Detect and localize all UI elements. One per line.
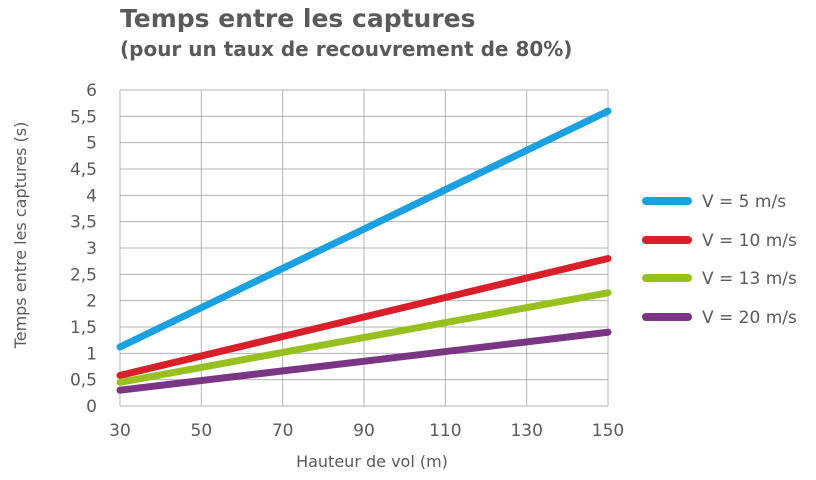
x-tick-label: 70 — [272, 421, 294, 441]
legend-label: V = 5 m/s — [702, 192, 786, 212]
y-tick-label: 6 — [86, 81, 97, 101]
y-tick-label: 1 — [86, 344, 97, 364]
x-tick-label: 90 — [353, 421, 375, 441]
x-tick-label: 150 — [592, 421, 624, 441]
y-tick-label: 4,5 — [70, 160, 97, 180]
y-tick-label: 3,5 — [70, 213, 97, 233]
series-line-4 — [116, 328, 612, 394]
series-line-2 — [116, 255, 612, 379]
y-tick-label: 3 — [86, 239, 97, 259]
series-line-3 — [116, 289, 612, 386]
y-tick-label: 2 — [86, 292, 97, 312]
y-axis-ticks: 0 0,5 1 1,5 2 2,5 3 3,5 4 4,5 5 5,5 6 — [70, 81, 97, 417]
y-tick-label: 0,5 — [70, 371, 97, 391]
y-axis-title: Temps entre les captures (s) — [11, 122, 30, 350]
legend-label: V = 13 m/s — [702, 269, 797, 289]
legend-label: V = 20 m/s — [702, 308, 797, 328]
x-tick-label: 130 — [510, 421, 542, 441]
y-tick-label: 2,5 — [70, 265, 97, 285]
x-tick-label: 50 — [191, 421, 213, 441]
legend: V = 5 m/s V = 10 m/s V = 13 m/s V = 20 m/s — [642, 192, 797, 328]
series-lines — [116, 107, 612, 394]
y-tick-label: 5,5 — [70, 107, 97, 127]
y-tick-label: 5 — [86, 134, 97, 154]
x-tick-label: 30 — [109, 421, 131, 441]
series-line-1 — [116, 107, 612, 351]
x-tick-label: 110 — [429, 421, 461, 441]
y-tick-label: 0 — [86, 397, 97, 417]
y-tick-label: 4 — [86, 186, 97, 206]
chart-title: Temps entre les captures — [120, 4, 476, 33]
chart-subtitle: (pour un taux de recouvrement de 80%) — [120, 37, 573, 61]
x-axis-title: Hauteur de vol (m) — [296, 452, 448, 471]
x-axis-ticks: 30 50 70 90 110 130 150 — [109, 421, 624, 441]
legend-label: V = 10 m/s — [702, 231, 797, 251]
y-tick-label: 1,5 — [70, 318, 97, 338]
